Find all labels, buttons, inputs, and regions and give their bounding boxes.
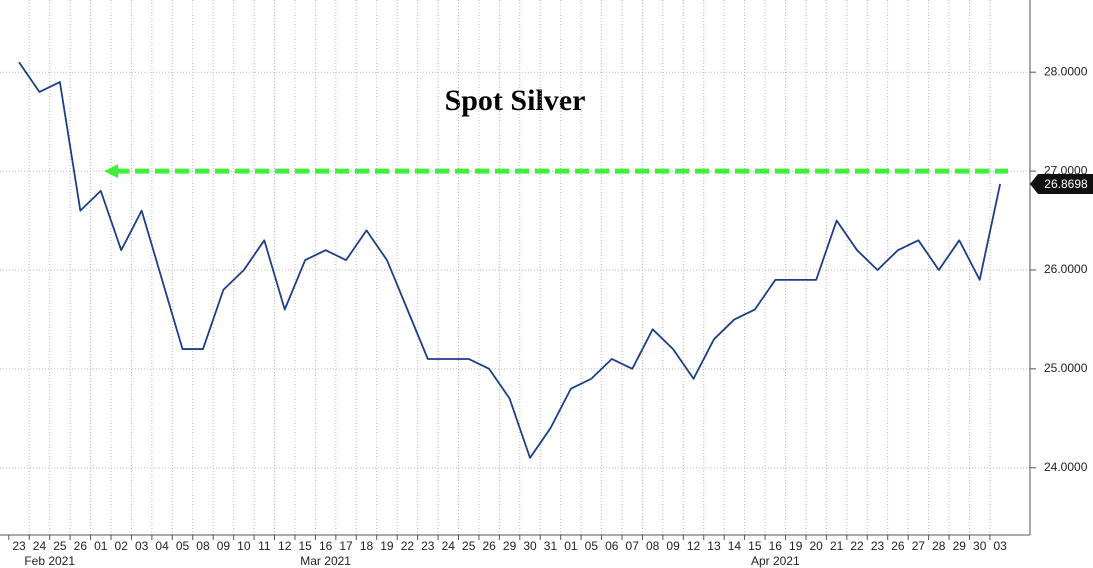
x-group-label: Feb 2021 [24, 554, 75, 568]
x-tick-label: 12 [278, 539, 292, 553]
last-price-tag [1030, 173, 1093, 194]
x-group-label: Apr 2021 [751, 554, 800, 568]
x-tick-label: 26 [482, 539, 496, 553]
x-tick-label: 08 [646, 539, 660, 553]
x-tick-label: 07 [626, 539, 640, 553]
x-tick-label: 31 [544, 539, 558, 553]
x-tick-label: 20 [810, 539, 824, 553]
x-tick-label: 01 [94, 539, 108, 553]
x-tick-label: 16 [319, 539, 333, 553]
x-tick-label: 05 [585, 539, 599, 553]
x-tick-label: 09 [666, 539, 680, 553]
x-tick-label: 12 [687, 539, 701, 553]
x-tick-label: 30 [523, 539, 537, 553]
x-tick-label: 05 [176, 539, 190, 553]
chart-title: Spot Silver [445, 84, 586, 117]
x-tick-label: 23 [871, 539, 885, 553]
x-tick-label: 08 [196, 539, 210, 553]
x-tick-label: 19 [789, 539, 803, 553]
x-tick-label: 26 [74, 539, 88, 553]
x-tick-label: 29 [503, 539, 517, 553]
x-tick-label: 25 [462, 539, 476, 553]
x-tick-label: 21 [830, 539, 844, 553]
y-tick-label: 28.0000 [1044, 64, 1088, 78]
x-tick-label: 25 [53, 539, 67, 553]
x-tick-label: 01 [564, 539, 578, 553]
x-tick-label: 28 [932, 539, 946, 553]
x-tick-label: 30 [973, 539, 987, 553]
x-tick-label: 09 [217, 539, 231, 553]
x-tick-label: 10 [237, 539, 251, 553]
x-tick-label: 23 [12, 539, 26, 553]
x-tick-label: 29 [953, 539, 967, 553]
x-tick-label: 22 [401, 539, 415, 553]
x-tick-label: 15 [748, 539, 762, 553]
x-tick-label: 22 [850, 539, 864, 553]
x-tick-label: 24 [33, 539, 47, 553]
y-tick-label: 27.0000 [1044, 163, 1088, 177]
x-tick-label: 16 [769, 539, 783, 553]
x-tick-label: 03 [993, 539, 1007, 553]
y-tick-label: 25.0000 [1044, 361, 1088, 375]
x-tick-label: 27 [912, 539, 926, 553]
x-tick-label: 13 [707, 539, 721, 553]
x-tick-label: 26 [891, 539, 905, 553]
y-tick-label: 26.0000 [1044, 262, 1088, 276]
x-tick-label: 17 [339, 539, 353, 553]
price-line [18, 61, 1002, 459]
x-tick-label: 06 [605, 539, 619, 553]
x-tick-label: 14 [728, 539, 742, 553]
x-tick-label: 15 [299, 539, 313, 553]
x-tick-label: 23 [421, 539, 435, 553]
last-price-label: 26.8698 [1044, 177, 1088, 191]
x-tick-label: 11 [258, 539, 271, 553]
x-group-label: Mar 2021 [300, 554, 351, 568]
x-tick-label: 03 [135, 539, 149, 553]
x-tick-label: 19 [380, 539, 394, 553]
reference-arrow [104, 164, 118, 179]
x-tick-label: 18 [360, 539, 374, 553]
x-tick-label: 04 [155, 539, 169, 553]
x-tick-label: 24 [442, 539, 456, 553]
y-tick-label: 24.0000 [1044, 460, 1088, 474]
x-tick-label: 02 [115, 539, 129, 553]
